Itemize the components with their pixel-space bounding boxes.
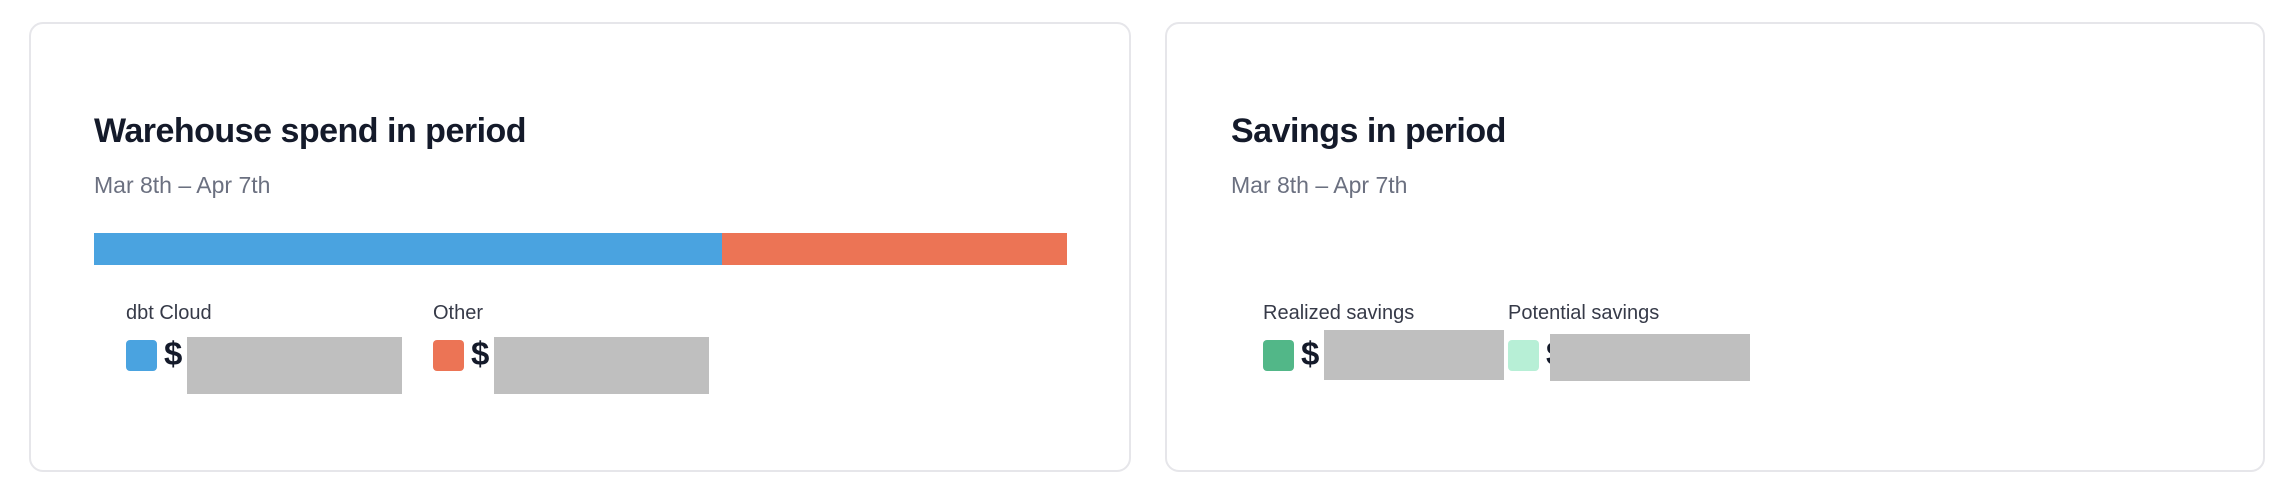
redacted-value [494, 337, 709, 394]
redacted-value [1324, 330, 1504, 380]
color-swatch [1508, 340, 1539, 371]
color-swatch [1263, 340, 1294, 371]
legend-label: dbt Cloud [126, 302, 212, 324]
currency-symbol: $ [471, 335, 490, 372]
date-range: Mar 8th – Apr 7th [94, 172, 271, 198]
color-swatch [433, 340, 464, 371]
bar-segment-dbt-cloud [94, 233, 722, 265]
legend-label: Realized savings [1263, 302, 1415, 324]
card-title: Warehouse spend in period [94, 112, 527, 150]
redacted-value [1550, 334, 1750, 381]
legend-label: Potential savings [1508, 302, 1660, 324]
legend-label: Other [433, 302, 484, 324]
date-range: Mar 8th – Apr 7th [1231, 172, 1408, 198]
redacted-value [187, 337, 402, 394]
currency-symbol: $ [164, 335, 183, 372]
currency-symbol: $ [1301, 335, 1320, 372]
card-title: Savings in period [1231, 112, 1506, 150]
warehouse-spend-card: Warehouse spend in period Mar 8th – Apr … [29, 22, 1131, 472]
color-swatch [126, 340, 157, 371]
savings-card: Savings in period Mar 8th – Apr 7th Real… [1165, 22, 2265, 472]
bar-segment-other [721, 233, 1067, 265]
spend-stacked-bar [94, 233, 1067, 265]
